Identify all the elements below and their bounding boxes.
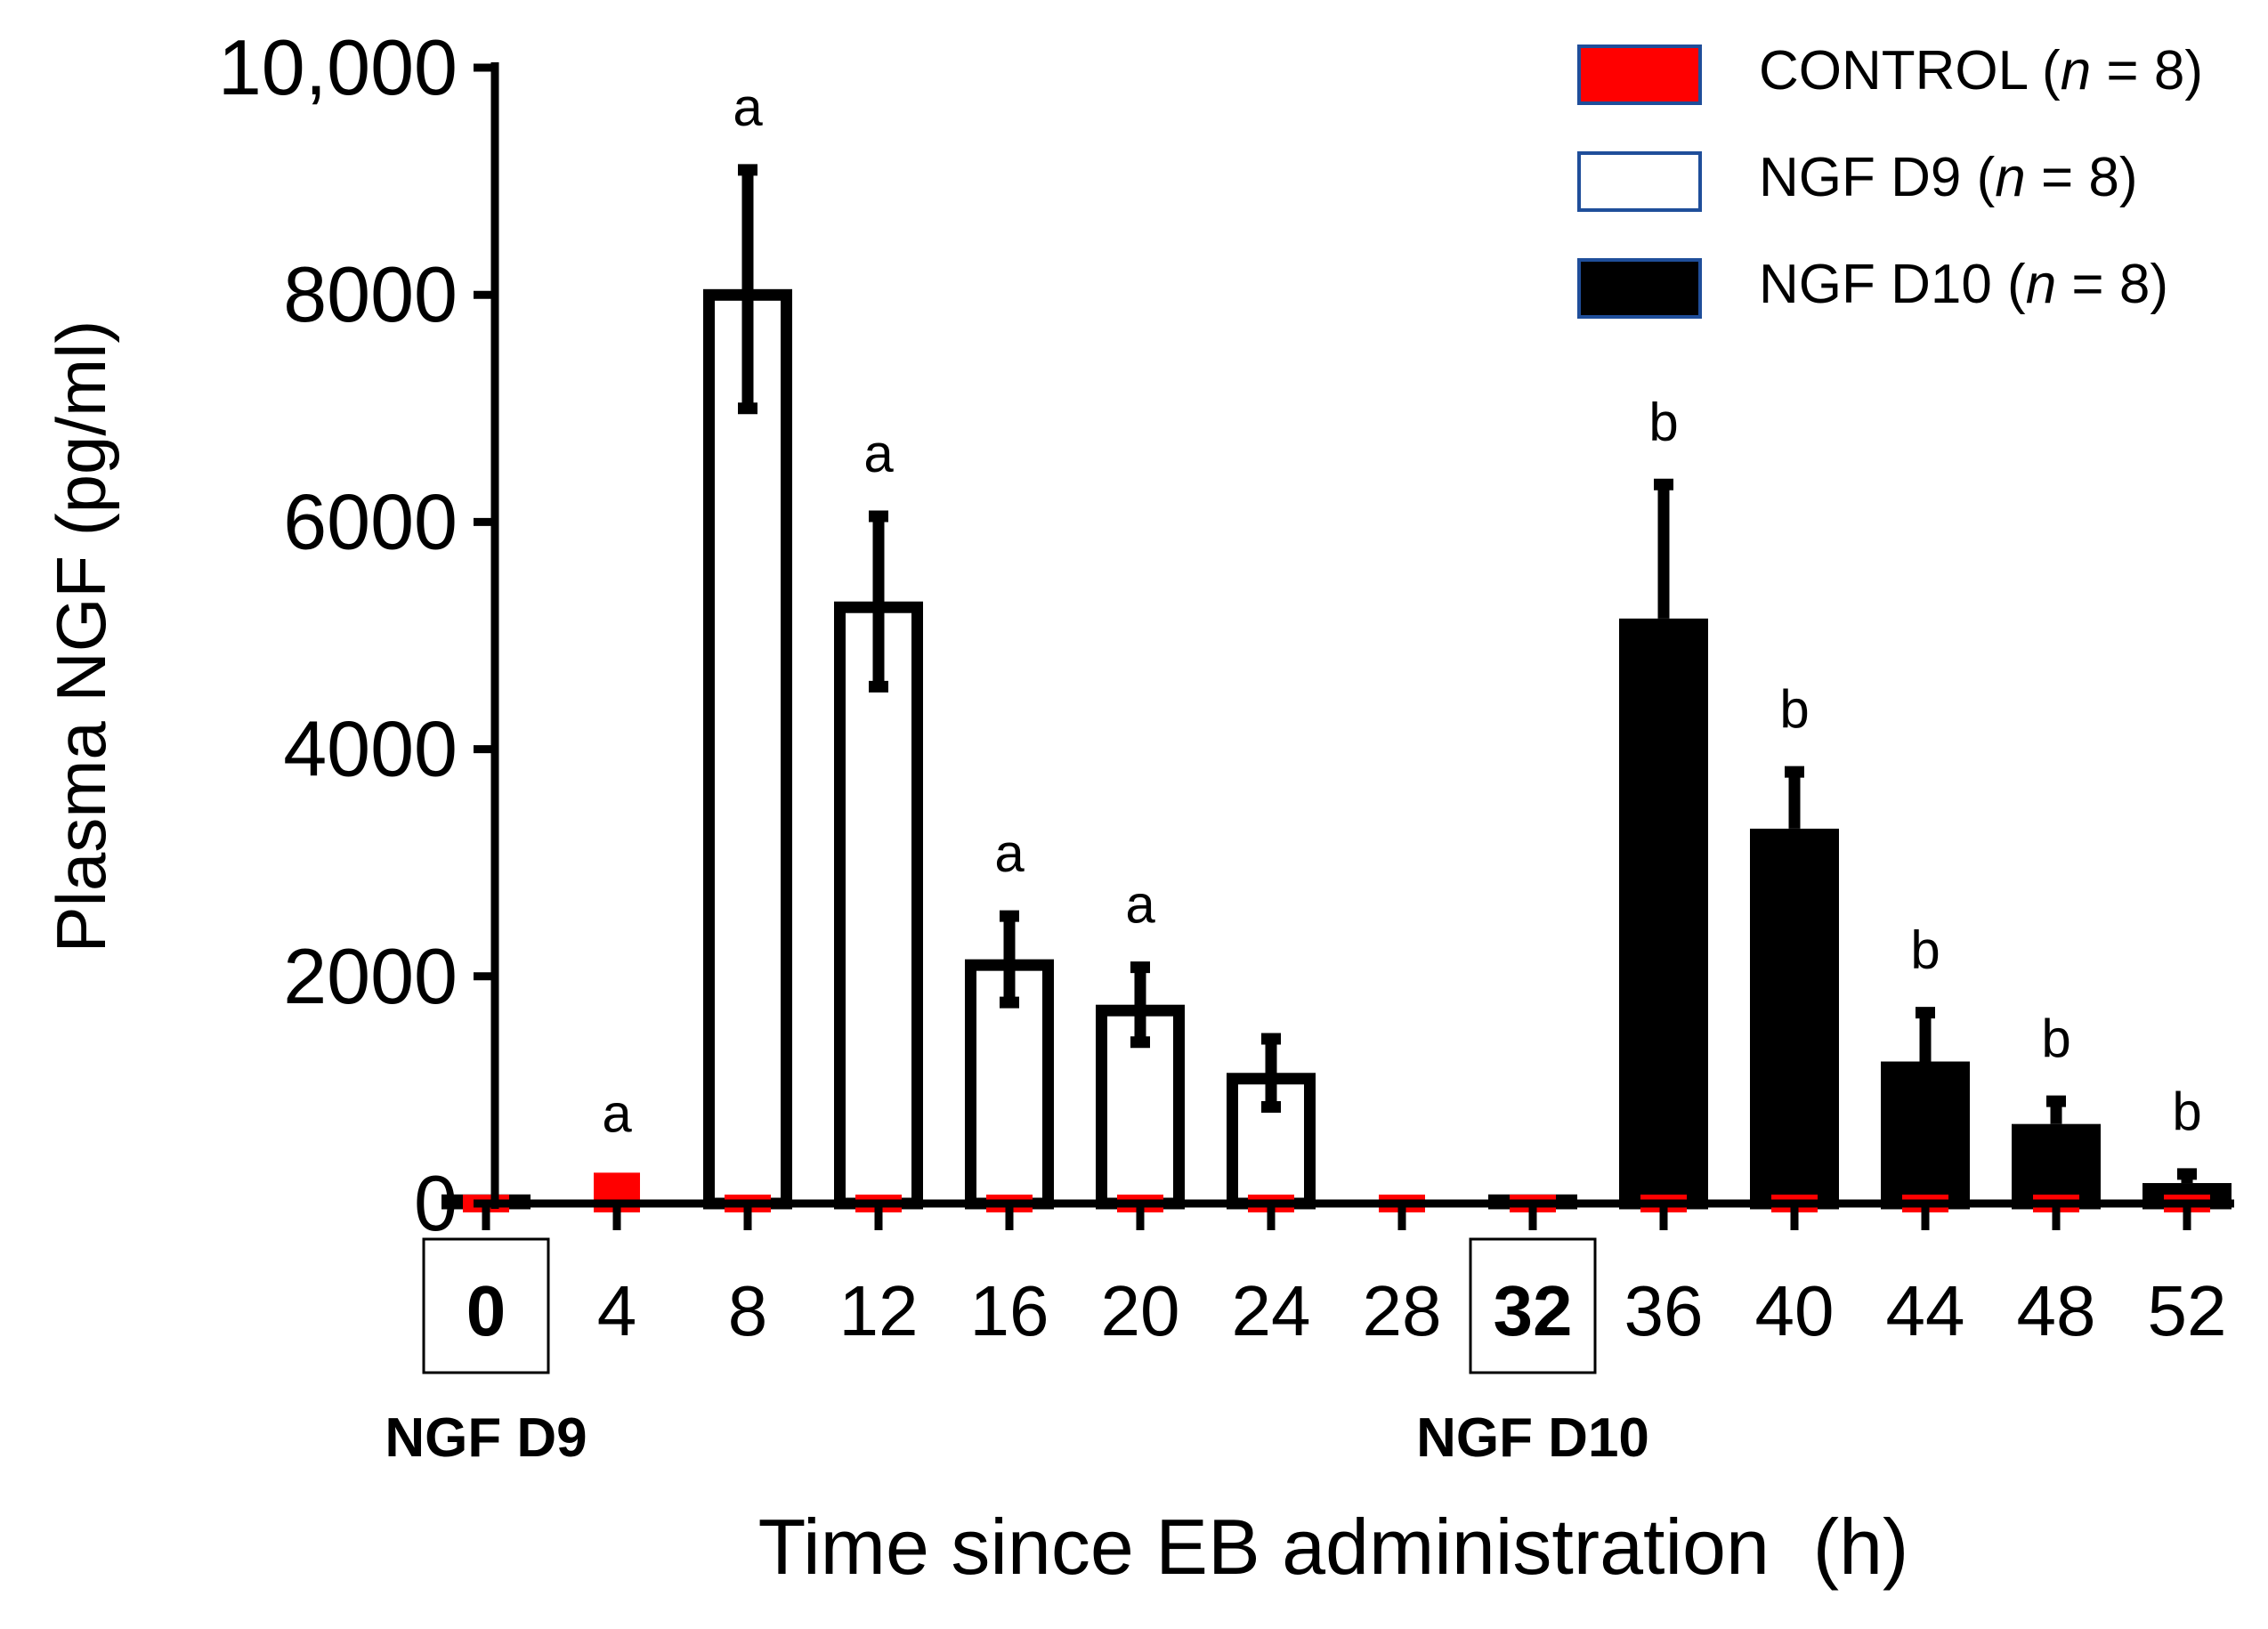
x-tick-label: 44 [1886,1271,1965,1350]
y-tick-label: 6000 [283,477,458,565]
y-tick-label: 2000 [283,932,458,1020]
error-bar-control-4 [594,1172,640,1200]
legend-swatch-ngf-d10 [1577,258,1702,319]
significance-label: a [863,424,894,483]
y-tick-label: 10,000 [218,23,458,111]
x-tick-label: 0 [466,1271,506,1350]
bar-ngf-d9-8 [703,288,792,1210]
x-tick-label: 4 [597,1271,637,1350]
bar-ngf-d10-44 [1881,1061,1970,1210]
y-axis-label: Plasma NGF (pg/ml) [42,320,120,953]
bar-ngf-d10-36 [1619,618,1708,1210]
legend: CONTROL (n = 8) NGF D9 (n = 8) NGF D10 (n … [1577,40,2203,319]
bars-layer [441,164,2232,1212]
significance-label: a [994,823,1025,883]
significance-label: b [1779,679,1809,739]
x-tick-label: 20 [1101,1271,1180,1350]
legend-swatch-control [1577,45,1702,105]
x-tick-label: 40 [1755,1271,1835,1350]
significance-label: a [602,1083,632,1143]
significance-label: a [733,77,763,137]
significance-label: b [1648,392,1678,451]
x-axis-label: Time since EB administration (h) [758,1503,1909,1591]
y-tick-label: 8000 [283,250,458,338]
significance-label: b [2172,1082,2201,1141]
bar-ngf-d10-48 [2012,1123,2101,1210]
legend-swatch-ngf-d9 [1577,151,1702,212]
legend-label-control: CONTROL (n = 8) [1759,40,2203,101]
significance-label: b [1910,920,1940,980]
x-tick-label: 52 [2148,1271,2227,1350]
x-tick-label: 8 [728,1271,768,1350]
y-tick-label: 0 [414,1159,458,1247]
x-tick-label: 16 [970,1271,1049,1350]
x-tick-label: 48 [2017,1271,2096,1350]
axis-layer [474,62,2234,1230]
x-tick-box [1469,1237,1597,1374]
legend-label-ngf-d9: NGF D9 (n = 8) [1759,147,2138,208]
bar-ngf-d9-12 [834,601,923,1210]
dose-label: NGF D9 [385,1407,587,1469]
significance-label: b [2041,1009,2070,1068]
x-tick-label: 28 [1363,1271,1442,1350]
bar-ngf-d10-40 [1750,828,1839,1210]
x-tick-label: 12 [839,1271,919,1350]
x-tick-label: 36 [1624,1271,1704,1350]
x-tick-box [422,1237,550,1374]
legend-label-ngf-d10: NGF D10 (n = 8) [1759,254,2168,315]
dose-label: NGF D10 [1416,1407,1649,1469]
significance-label: a [1125,875,1155,935]
x-tick-label: 24 [1232,1271,1311,1350]
y-tick-label: 4000 [283,705,458,793]
x-tick-label: 32 [1494,1271,1573,1350]
